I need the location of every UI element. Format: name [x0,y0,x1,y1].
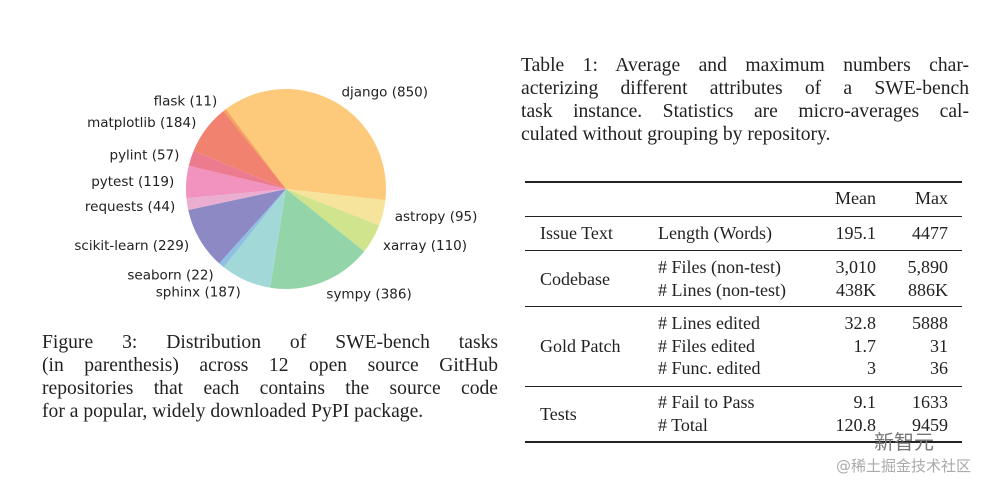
pie-slice-matplotlib [193,110,286,189]
row-mean: 9.1 [853,392,877,412]
row-attr: # Files (non-test) [658,257,781,277]
row-max: 4477 [912,223,948,243]
figure-caption: Figure 3: Distribution of SWE-bench task… [42,331,498,423]
pie-slice-scikit-learn [188,189,286,264]
pie-slice-django [225,89,386,201]
pie-slice-sphinx [223,189,286,288]
pie-slice-pylint [188,150,286,189]
figure-caption-line: repositories that each contains the sour… [42,378,498,399]
pie-chart: django (850) astropy (95) xarray (110) symp… [74,85,478,303]
pie-label-sympy: sympy (386) [326,286,411,302]
figure-caption-line: Figure 3: Distribution of SWE-bench task… [42,332,498,353]
pie-label-matplotlib: matplotlib (184) [87,115,196,131]
row-attr: # Func. edited [658,358,761,378]
row-attr: # Lines edited [658,313,760,333]
row-attr: # Lines (non-test) [658,280,786,300]
row-max: 31 [930,336,948,356]
pie-label-pylint: pylint (57) [110,148,180,164]
row-mean: 120.8 [835,415,877,435]
pie-slice-requests [186,189,286,211]
mid-rule [525,216,962,217]
table-caption-line: Table 1: Average and maximum numbers cha… [521,55,969,76]
row-max: 36 [930,358,948,378]
header-max: Max [915,188,948,208]
row-mean: 32.8 [844,313,877,333]
pie-slice-flask [223,109,286,189]
pie-slice-pytest [186,165,286,199]
row-attr: # Fail to Pass [658,392,755,412]
header-mean: Mean [835,188,876,208]
watermark-brand: 新智元 [874,430,934,454]
pie-label-xarray: xarray (110) [383,238,467,254]
group-codebase: Codebase [540,269,610,289]
group-rule [525,250,962,251]
group-issue-text: Issue Text [540,223,613,243]
group-rule [525,306,962,307]
figure-caption-line: (in parenthesis) across 12 open source G… [42,355,498,376]
watermark-source: @稀土掘金技术社区 [836,457,972,475]
top-rule [525,181,962,183]
bottom-rule [525,441,962,443]
row-max: 9459 [912,415,948,435]
group-gold-patch: Gold Patch [540,336,621,356]
pie-label-pytest: pytest (119) [91,174,174,190]
row-attr: # Files edited [658,336,755,356]
row-max: 5888 [912,313,948,333]
figure-caption-line: for a popular, widely downloaded PyPI pa… [42,401,424,422]
pie-label-flask: flask (11) [154,94,218,110]
pie-slice-xarray [286,189,380,252]
pie-label-requests: requests (44) [85,199,175,215]
group-rule [525,386,962,387]
table-caption-line: acterizing different attributes of a SWE… [521,78,969,99]
row-mean: 3,010 [835,257,877,277]
group-tests: Tests [540,404,577,424]
table-caption: Table 1: Average and maximum numbers cha… [521,54,969,146]
pie-label-astropy: astropy (95) [395,209,478,225]
row-mean: 195.1 [835,223,877,243]
pie-slice-seaborn [219,189,286,268]
row-max: 1633 [912,392,948,412]
row-max: 5,890 [907,257,949,277]
pie-label-django: django (850) [341,85,428,101]
table-caption-line: culated without grouping by repository. [521,124,831,145]
row-mean: 438K [836,280,876,300]
row-attr: Length (Words) [658,223,773,243]
row-mean: 3 [867,358,876,378]
pie-slice-astropy [286,189,386,226]
row-attr: # Total [658,415,708,435]
pie-label-scikit-learn: scikit-learn (229) [74,238,189,254]
pie-slice-sympy [270,189,365,289]
pie-label-sphinx: sphinx (187) [156,284,241,300]
row-mean: 1.7 [853,336,877,356]
row-max: 886K [908,280,948,300]
pie-label-seaborn: seaborn (22) [127,268,213,284]
table-caption-line: task instance. Statistics are micro-aver… [521,101,969,122]
